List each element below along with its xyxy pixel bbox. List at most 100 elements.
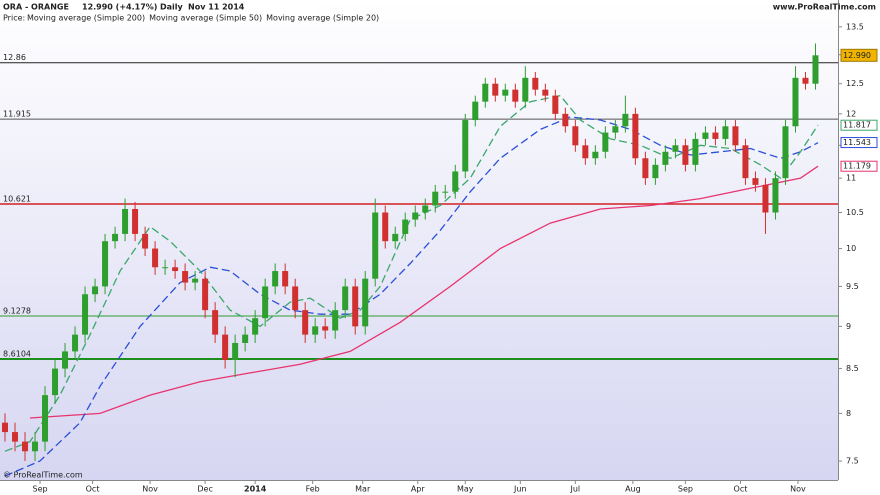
y-tick-label: 7.5 [846,457,859,466]
moving-average-line [29,165,819,419]
level-label: 12.86 [3,53,26,62]
y-tick-label: 8.5 [846,364,859,373]
y-tick-label: 8 [846,409,851,418]
candle-body [192,278,199,283]
candle-body [812,55,819,84]
x-tick-label: Dec [197,485,212,494]
candle-body [632,113,639,159]
x-tick-label: Sep [678,485,693,494]
candle-body [152,248,159,268]
candle-body [112,233,119,242]
symbol: ORA - ORANGE [3,3,69,12]
candle-body [682,145,689,165]
candle-body [442,191,449,193]
candle-body [142,233,149,249]
x-tick-label: Sep [32,485,47,494]
level-label: 9.1278 [3,306,31,315]
candle-body [162,267,169,269]
date: Nov 11 2014 [188,3,245,12]
candle-body [572,126,579,146]
legend-entry: Moving average (Simple 200) [27,14,145,23]
candle-body [802,77,809,84]
close-value-label: 12.990 [843,51,871,60]
x-tick-label: Feb [306,485,320,494]
legend-entry: Moving average (Simple 20) [266,14,379,23]
candle-body [612,126,619,133]
candle-body [602,132,609,152]
candle-body [752,178,759,185]
candle-body [532,77,539,90]
candle-body [252,318,259,335]
candle-body [452,171,459,192]
last-value-box [840,119,878,131]
candle-body [622,113,629,127]
candle-body [792,77,799,127]
candle-body [392,233,399,242]
x-tick-label: Jul [570,485,581,494]
x-tick-label: Aug [625,485,641,494]
x-tick-label: Nov [142,485,158,494]
candle-body [42,395,49,442]
y-tick-label: 12 [846,109,856,118]
candle-body [712,132,719,139]
candle-body [332,310,339,331]
candle-body [242,334,249,343]
last-value-label: 11.817 [843,121,871,130]
candle-body [102,241,109,287]
x-tick-label: Mar [355,485,371,494]
legend-prefix: Price: [3,14,25,23]
candle-body [502,89,509,96]
candle-body [12,432,19,442]
candle-body [552,95,559,114]
candle-body [672,145,679,152]
header: ORA - ORANGE 12.990 (+4.17%) Daily Nov 1… [0,0,876,480]
candle-body [182,271,189,283]
candle-body [272,271,279,287]
candle-body [662,151,669,165]
x-tick-label: May [457,485,474,494]
candle-body [522,77,529,102]
y-tick-label: 10 [846,244,856,253]
candle-body [562,113,569,127]
candle-body [52,368,59,396]
candle-body [92,286,99,295]
x-tick-label: 2014 [244,485,267,494]
candle-body [692,138,699,165]
candle-body [232,342,239,360]
candle-body [282,271,289,287]
moving-average-line [4,94,819,452]
candle-body [642,158,649,179]
candle-body [352,286,359,327]
candle-body [202,278,209,311]
candle-body [782,126,789,179]
candle-body [372,212,379,279]
x-tick-label: Jun [513,485,527,494]
candle-body [312,326,319,335]
header-bg [0,0,316,24]
candle-body [472,101,479,121]
candle-body [292,286,299,311]
x-tick-label: Oct [734,485,748,494]
y-tick-label: 9 [846,322,851,331]
candle-body [592,151,599,159]
y-tick-label: 12.5 [846,79,864,88]
last-value-label: 11.179 [843,162,871,171]
candle-body [122,208,129,234]
candle-body [762,184,769,213]
candle-body [262,286,269,319]
candle-body [22,441,29,452]
last-value-box [840,137,878,149]
candle-body [72,334,79,352]
candle-body [222,334,229,360]
candle-body [402,219,409,234]
quote: 12.990 (+4.17%) [82,3,157,12]
candle-body [342,286,349,311]
level-label: 11.915 [3,110,31,119]
level-label: 8.6104 [3,350,31,359]
x-tick-label: Apr [411,485,426,494]
candle-body [302,310,309,335]
candle-body [432,191,439,206]
candle-body [172,267,179,272]
candle-body [542,89,549,96]
moving-average-line [4,116,819,477]
